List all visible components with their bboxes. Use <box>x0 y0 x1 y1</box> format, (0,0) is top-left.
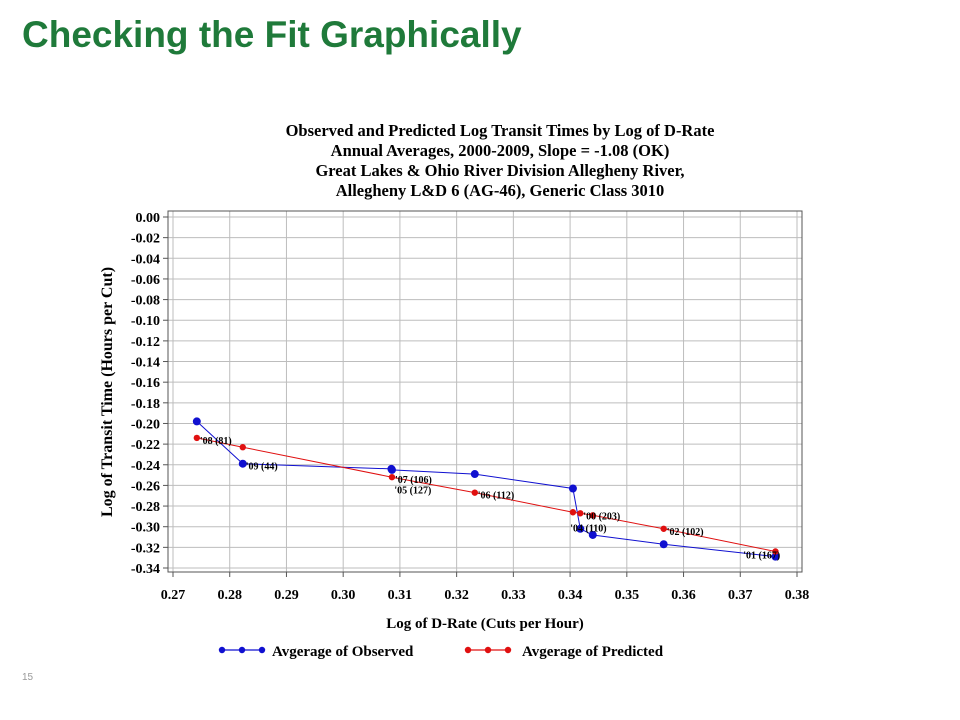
observed-point <box>470 470 479 479</box>
observed-point <box>238 459 247 468</box>
y-tick-label: -0.14 <box>131 356 160 371</box>
point-annotation: '08 (81) <box>200 436 232 447</box>
page-number: 15 <box>22 672 34 683</box>
y-tick-label: -0.18 <box>131 397 160 412</box>
x-tick-label: 0.31 <box>388 588 413 603</box>
legend-swatch-point <box>258 646 266 654</box>
x-tick-label: 0.29 <box>274 588 299 603</box>
observed-point <box>576 524 585 533</box>
legend-label: Avgerage of Predicted <box>522 644 664 660</box>
predicted-point <box>772 548 779 555</box>
plot-frame <box>167 210 803 573</box>
y-tick-label: -0.10 <box>131 314 160 329</box>
y-tick-label: -0.24 <box>131 459 160 474</box>
chart-title-line-2: Annual Averages, 2000-2009, Slope = -1.0… <box>330 141 670 160</box>
series-line-observed <box>196 421 776 558</box>
observed-point <box>192 417 201 426</box>
predicted-point <box>193 434 201 442</box>
point-annotation: '04 (110) <box>570 524 606 535</box>
predicted-point <box>577 510 584 517</box>
y-tick-label: 0.00 <box>136 211 161 226</box>
x-tick-label: 0.38 <box>785 588 810 603</box>
point-annotation: '07 (106) <box>395 475 432 486</box>
legend-swatch-point <box>484 646 492 654</box>
x-tick-label: 0.30 <box>331 588 356 603</box>
point-annotation: '06 (112) <box>478 491 514 502</box>
y-tick-label: -0.06 <box>131 273 160 288</box>
x-tick-label: 0.27 <box>161 588 186 603</box>
slide-title: Checking the Fit Graphically <box>22 14 522 55</box>
plot-area <box>168 211 802 572</box>
y-tick-label: -0.04 <box>131 252 160 267</box>
y-tick-label: -0.08 <box>131 294 160 309</box>
legend-swatch-point <box>218 646 226 654</box>
observed-point <box>771 552 780 561</box>
observed-point <box>659 540 668 549</box>
chart-title-line-3: Great Lakes & Ohio River Division Allegh… <box>315 161 685 180</box>
x-tick-label: 0.32 <box>444 588 469 603</box>
chart-title-line-1: Observed and Predicted Log Transit Times… <box>285 121 715 140</box>
x-tick-label: 0.36 <box>671 588 696 603</box>
observed-point <box>387 465 396 474</box>
y-tick-label: -0.02 <box>131 232 160 247</box>
observed-point <box>568 484 577 493</box>
x-axis-label: Log of D-Rate (Cuts per Hour) <box>386 616 584 632</box>
point-annotation: '02 (102) <box>667 527 704 538</box>
point-annotation: '00 (203) <box>583 511 620 522</box>
chart-title-line-4: Allegheny L&D 6 (AG-46), Generic Class 3… <box>335 181 665 200</box>
predicted-point <box>388 473 396 481</box>
y-tick-label: -0.12 <box>131 335 160 350</box>
legend-swatch-point <box>504 646 512 654</box>
x-tick-label: 0.35 <box>615 588 640 603</box>
predicted-point <box>569 509 577 516</box>
predicted-point <box>239 444 246 451</box>
point-annotation: '09 (44) <box>246 462 278 473</box>
y-tick-label: -0.16 <box>131 376 160 391</box>
x-tick-label: 0.28 <box>217 588 242 603</box>
point-annotation: '01 (167) <box>743 551 780 562</box>
predicted-point <box>471 489 478 496</box>
legend-swatch-point <box>464 646 472 654</box>
predicted-point <box>660 525 667 532</box>
legend-swatch-point <box>238 646 246 654</box>
legend-label: Avgerage of Observed <box>272 644 414 660</box>
y-tick-label: -0.32 <box>131 541 160 556</box>
x-tick-label: 0.34 <box>558 588 583 603</box>
point-annotation: '05 (127) <box>394 485 431 496</box>
y-tick-label: -0.26 <box>131 479 160 494</box>
x-tick-label: 0.33 <box>501 588 526 603</box>
y-tick-label: -0.22 <box>131 438 160 453</box>
x-tick-label: 0.37 <box>728 588 753 603</box>
y-axis-label: Log of Transit Time (Hours per Cut) <box>99 267 116 517</box>
y-tick-label: -0.20 <box>131 417 160 432</box>
predicted-point <box>589 512 596 519</box>
y-tick-label: -0.34 <box>131 562 160 577</box>
observed-point <box>588 530 597 539</box>
y-tick-label: -0.28 <box>131 500 160 515</box>
y-tick-label: -0.30 <box>131 521 160 536</box>
